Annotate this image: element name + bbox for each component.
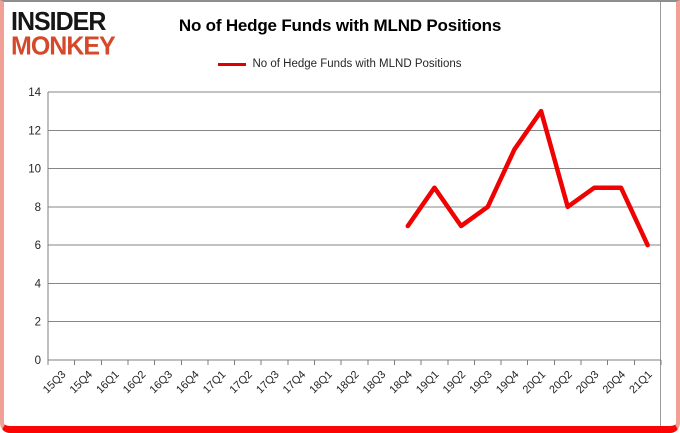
x-axis-tick-label: 17Q1	[201, 369, 229, 397]
y-axis-tick-label: 8	[35, 202, 41, 214]
x-axis-tick-label: 15Q3	[41, 369, 69, 397]
y-axis-tick-label: 14	[28, 87, 41, 99]
insider-monkey-logo: INSIDER MONKEY	[11, 6, 116, 61]
x-axis-tick-label: 15Q4	[68, 369, 96, 397]
y-axis-tick-label: 0	[35, 355, 41, 367]
x-axis-tick-label: 20Q3	[574, 369, 602, 397]
chart-frame-border	[660, 2, 661, 426]
x-axis-tick-label: 16Q3	[148, 369, 176, 397]
logo-text-monkey: MONKEY	[11, 31, 116, 61]
x-axis-tick-label: 18Q3	[361, 369, 389, 397]
y-axis-tick-label: 4	[35, 278, 42, 290]
legend: No of Hedge Funds with MLND Positions	[4, 58, 676, 70]
y-axis-tick-label: 10	[28, 164, 41, 176]
x-axis-tick-label: 18Q4	[387, 369, 415, 397]
x-axis-tick-label: 19Q4	[494, 369, 522, 397]
x-axis-tick-label: 16Q2	[121, 369, 149, 397]
chart-title: No of Hedge Funds with MLND Positions	[178, 16, 502, 35]
x-axis-tick-label: 18Q1	[307, 369, 335, 397]
x-axis-tick-label: 18Q2	[334, 369, 362, 397]
series-line	[405, 108, 650, 248]
x-axis-tick-label: 21Q1	[627, 369, 655, 397]
logo-text-insider: INSIDER	[11, 6, 106, 36]
x-axis-tick-label: 17Q3	[254, 369, 282, 397]
x-axis-tick-label: 16Q4	[174, 369, 202, 397]
y-axis-tick-label: 2	[35, 317, 41, 329]
x-axis-tick-label: 19Q2	[441, 369, 469, 397]
x-axis-tick-label: 20Q2	[547, 369, 575, 397]
y-axis-tick-label: 6	[35, 240, 41, 252]
x-axis-tick-label: 20Q1	[521, 369, 549, 397]
x-axis-tick-label: 20Q4	[601, 369, 629, 397]
y-axis-tick-label: 12	[28, 125, 41, 137]
x-axis-tick-label: 19Q1	[414, 369, 442, 397]
x-axis-tick-label: 17Q2	[227, 369, 255, 397]
legend-line-swatch	[218, 62, 247, 66]
legend-label: No of Hedge Funds with MLND Positions	[252, 58, 462, 70]
x-axis-tick-label: 17Q4	[281, 369, 309, 397]
x-axis-tick-label: 19Q3	[467, 369, 495, 397]
x-axis-tick-label: 16Q1	[94, 369, 122, 397]
